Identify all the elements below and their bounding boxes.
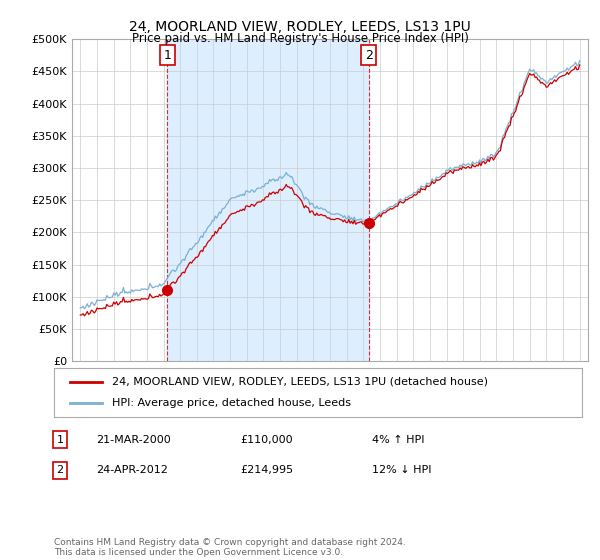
Text: 24-APR-2012: 24-APR-2012 — [96, 465, 168, 475]
Text: 12% ↓ HPI: 12% ↓ HPI — [372, 465, 431, 475]
Text: Price paid vs. HM Land Registry's House Price Index (HPI): Price paid vs. HM Land Registry's House … — [131, 32, 469, 45]
Text: 4% ↑ HPI: 4% ↑ HPI — [372, 435, 425, 445]
Text: 21-MAR-2000: 21-MAR-2000 — [96, 435, 171, 445]
Text: Contains HM Land Registry data © Crown copyright and database right 2024.
This d: Contains HM Land Registry data © Crown c… — [54, 538, 406, 557]
Text: HPI: Average price, detached house, Leeds: HPI: Average price, detached house, Leed… — [112, 398, 351, 408]
Text: £214,995: £214,995 — [240, 465, 293, 475]
Text: 2: 2 — [56, 465, 64, 475]
Text: 1: 1 — [56, 435, 64, 445]
Text: 24, MOORLAND VIEW, RODLEY, LEEDS, LS13 1PU: 24, MOORLAND VIEW, RODLEY, LEEDS, LS13 1… — [129, 20, 471, 34]
Bar — [167, 39, 368, 361]
Text: £110,000: £110,000 — [240, 435, 293, 445]
Text: 2: 2 — [365, 49, 373, 62]
Text: 1: 1 — [163, 49, 171, 62]
Text: 24, MOORLAND VIEW, RODLEY, LEEDS, LS13 1PU (detached house): 24, MOORLAND VIEW, RODLEY, LEEDS, LS13 1… — [112, 377, 488, 387]
